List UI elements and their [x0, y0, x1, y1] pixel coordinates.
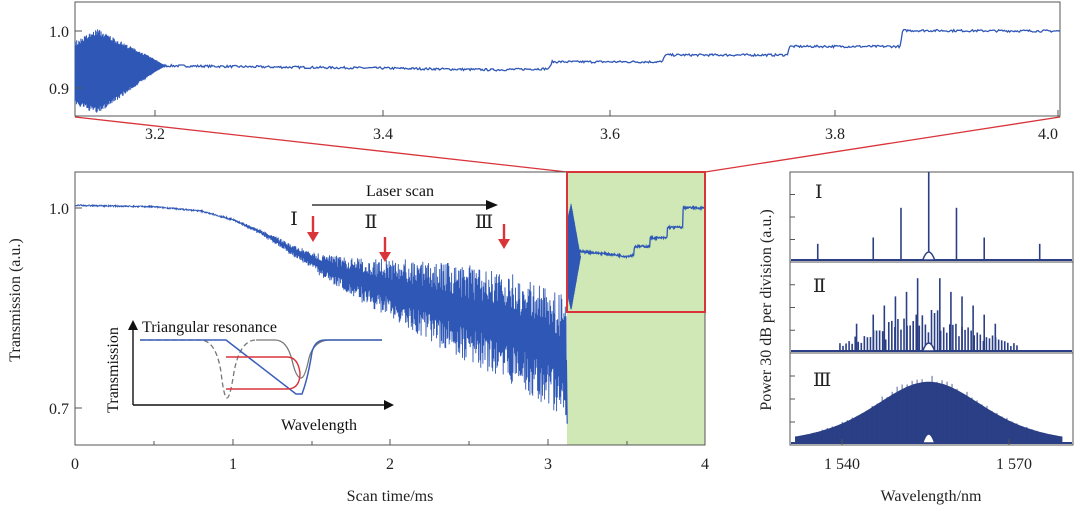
marker-label: Ⅱ: [365, 212, 378, 233]
spectrum-frame-1: [789, 171, 1074, 263]
inset-hysteresis-loop: [226, 356, 301, 390]
spectra-xtick-label: 1 540: [824, 456, 860, 473]
zoom-xtick-label: 3.8: [825, 126, 845, 143]
main-trace-drop: [565, 359, 568, 424]
inset-x-axis-arrow: [384, 400, 394, 410]
inset-ylabel: Transmission: [105, 327, 122, 413]
spectrum-label: Ⅰ: [815, 182, 823, 203]
spectra-panel: Ⅰ Ⅱ Ⅲ 1 540 1 570 Wavelength/nm Power 30…: [758, 171, 1074, 505]
zoom-xtick-label: 4.0: [1038, 126, 1058, 143]
main-xticks: [74, 439, 706, 445]
main-ytick-label: 0.7: [49, 401, 69, 418]
zoom-frame: [74, 1, 1061, 117]
marker-arrow-head: [307, 232, 319, 242]
inset-background: [124, 322, 389, 430]
spectrum-pump-notch: [921, 342, 936, 352]
zoom-connector-right: [704, 116, 1061, 173]
spectra-xlabel: Wavelength/nm: [881, 488, 982, 505]
zoom-ytick-label: 0.9: [49, 81, 69, 98]
marker-arrow-head: [379, 252, 391, 262]
marker-label: Ⅲ: [475, 212, 493, 233]
main-xtick-label: 2: [386, 456, 394, 473]
main-xtick-label: 0: [71, 456, 79, 473]
spectrum-pump-notch: [921, 251, 936, 261]
marker-2: Ⅱ: [365, 212, 391, 262]
marker-3: Ⅲ: [475, 212, 510, 249]
main-xtick-label: 1: [229, 456, 237, 473]
spectrum-series: [790, 171, 1072, 444]
zoom-oscillation: [74, 29, 166, 113]
inset-xlabel: Wavelength: [281, 417, 357, 434]
zoom-xtick-label: 3.2: [145, 126, 165, 143]
spectra-xtick-label: 1 570: [996, 456, 1032, 473]
zoom-xtick-label: 3.6: [600, 126, 620, 143]
spectrum-label: Ⅲ: [813, 370, 831, 391]
highlight-region: [567, 172, 705, 445]
main-trace-line: [74, 203, 567, 416]
zoom-panel: 1.0 0.9 3.2 3.4 3.6 3.8 4.0: [49, 1, 1061, 143]
zoom-trace-series: [74, 28, 1061, 113]
zoom-box: [566, 171, 706, 313]
main-panel: 1.0 0.7 0 1 2 3 4 Scan time/ms Transmiss…: [7, 171, 709, 505]
marker-arrow-head: [498, 239, 510, 249]
scan-arrow-label: Laser scan: [366, 183, 434, 200]
marker-1: Ⅰ: [290, 209, 319, 242]
main-xlabel: Scan time/ms: [347, 488, 434, 505]
main-ytick-label: 1.0: [49, 201, 69, 218]
main-xtick-label: 3: [544, 456, 552, 473]
main-zoom-section: [567, 204, 706, 263]
zoom-connector-left: [74, 116, 568, 173]
inset-title: Triangular resonance: [142, 319, 277, 336]
main-xtick-label: 4: [701, 456, 709, 473]
zoom-xticks: [154, 110, 1059, 116]
spectrum-pump-notch: [921, 433, 936, 444]
inset-triangular-resonance: [140, 339, 382, 395]
zoom-xtick-label: 3.4: [373, 126, 393, 143]
main-zoom-oscillation: [567, 203, 582, 310]
zoom-trace-line: [74, 28, 1061, 75]
zoom-ytick-label: 1.0: [49, 24, 69, 41]
spectra-ylabel: Power 30 dB per division (a.u.): [758, 209, 775, 410]
inset-y-axis-arrow: [128, 320, 138, 330]
scan-arrow-head: [486, 200, 498, 210]
inset-resonance: Triangular resonance Wavelength Transmis…: [105, 319, 394, 434]
main-ylabel: Transmission (a.u.): [7, 238, 24, 361]
marker-label: Ⅰ: [290, 209, 298, 230]
spectrum-label: Ⅱ: [813, 276, 826, 297]
main-trace-series: [74, 203, 706, 424]
